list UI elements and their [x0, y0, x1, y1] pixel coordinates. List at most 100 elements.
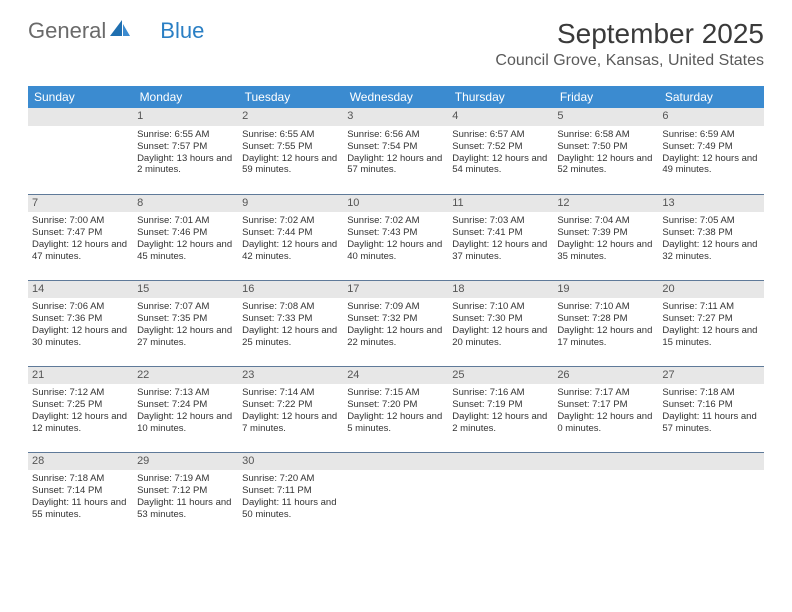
sunset-text: Sunset: 7:35 PM	[137, 313, 234, 325]
sunset-text: Sunset: 7:19 PM	[452, 399, 549, 411]
sunrise-text: Sunrise: 7:16 AM	[452, 387, 549, 399]
sunrise-text: Sunrise: 6:58 AM	[557, 129, 654, 141]
location: Council Grove, Kansas, United States	[495, 52, 764, 70]
daylight-text: Daylight: 11 hours and 50 minutes.	[242, 497, 339, 521]
logo-text-general: General	[28, 18, 106, 44]
weekday-header: Friday	[553, 86, 658, 108]
day-cell: 17Sunrise: 7:09 AMSunset: 7:32 PMDayligh…	[343, 280, 448, 366]
header: General Blue September 2025 Council Grov…	[0, 0, 792, 78]
day-number	[28, 108, 133, 126]
day-number: 13	[658, 195, 763, 213]
daylight-text: Daylight: 12 hours and 12 minutes.	[32, 411, 129, 435]
day-cell: 7Sunrise: 7:00 AMSunset: 7:47 PMDaylight…	[28, 194, 133, 280]
sunrise-text: Sunrise: 7:10 AM	[452, 301, 549, 313]
daylight-text: Daylight: 12 hours and 20 minutes.	[452, 325, 549, 349]
daylight-text: Daylight: 12 hours and 5 minutes.	[347, 411, 444, 435]
sunset-text: Sunset: 7:50 PM	[557, 141, 654, 153]
sunset-text: Sunset: 7:43 PM	[347, 227, 444, 239]
day-number: 26	[553, 367, 658, 385]
sunset-text: Sunset: 7:55 PM	[242, 141, 339, 153]
week-row: 14Sunrise: 7:06 AMSunset: 7:36 PMDayligh…	[28, 280, 764, 366]
daylight-text: Daylight: 12 hours and 47 minutes.	[32, 239, 129, 263]
sunrise-text: Sunrise: 7:02 AM	[347, 215, 444, 227]
day-number: 24	[343, 367, 448, 385]
daylight-text: Daylight: 12 hours and 37 minutes.	[452, 239, 549, 263]
day-number: 18	[448, 281, 553, 299]
day-number: 9	[238, 195, 343, 213]
sunset-text: Sunset: 7:11 PM	[242, 485, 339, 497]
day-number: 14	[28, 281, 133, 299]
day-number: 11	[448, 195, 553, 213]
sunset-text: Sunset: 7:38 PM	[662, 227, 759, 239]
day-cell: 11Sunrise: 7:03 AMSunset: 7:41 PMDayligh…	[448, 194, 553, 280]
day-number: 6	[658, 108, 763, 126]
weekday-header: Monday	[133, 86, 238, 108]
sunset-text: Sunset: 7:54 PM	[347, 141, 444, 153]
day-cell: 13Sunrise: 7:05 AMSunset: 7:38 PMDayligh…	[658, 194, 763, 280]
day-cell: 16Sunrise: 7:08 AMSunset: 7:33 PMDayligh…	[238, 280, 343, 366]
day-cell: 1Sunrise: 6:55 AMSunset: 7:57 PMDaylight…	[133, 108, 238, 194]
sunrise-text: Sunrise: 6:55 AM	[137, 129, 234, 141]
day-number: 29	[133, 453, 238, 471]
daylight-text: Daylight: 12 hours and 0 minutes.	[557, 411, 654, 435]
month-title: September 2025	[495, 18, 764, 50]
day-number	[343, 453, 448, 471]
sunrise-text: Sunrise: 6:59 AM	[662, 129, 759, 141]
sunrise-text: Sunrise: 7:08 AM	[242, 301, 339, 313]
day-cell: 20Sunrise: 7:11 AMSunset: 7:27 PMDayligh…	[658, 280, 763, 366]
sunset-text: Sunset: 7:36 PM	[32, 313, 129, 325]
logo-sail-icon	[106, 18, 132, 44]
sunset-text: Sunset: 7:30 PM	[452, 313, 549, 325]
daylight-text: Daylight: 12 hours and 40 minutes.	[347, 239, 444, 263]
empty-cell	[28, 108, 133, 194]
day-cell: 10 Sunrise: 7:02 AMSunset: 7:43 PMDayligh…	[343, 194, 448, 280]
sunset-text: Sunset: 7:44 PM	[242, 227, 339, 239]
sunrise-text: Sunrise: 7:09 AM	[347, 301, 444, 313]
sunset-text: Sunset: 7:47 PM	[32, 227, 129, 239]
calendar-table: SundayMondayTuesdayWednesdayThursdayFrid…	[28, 86, 764, 538]
week-row: 21Sunrise: 7:12 AMSunset: 7:25 PMDayligh…	[28, 366, 764, 452]
daylight-text: Daylight: 12 hours and 57 minutes.	[347, 153, 444, 177]
sunset-text: Sunset: 7:46 PM	[137, 227, 234, 239]
day-number: 5	[553, 108, 658, 126]
sunset-text: Sunset: 7:25 PM	[32, 399, 129, 411]
day-number: 10	[343, 195, 448, 213]
sunset-text: Sunset: 7:20 PM	[347, 399, 444, 411]
sunrise-text: Sunrise: 7:20 AM	[242, 473, 339, 485]
day-number	[553, 453, 658, 471]
sunrise-text: Sunrise: 6:57 AM	[452, 129, 549, 141]
sunrise-text: Sunrise: 7:11 AM	[662, 301, 759, 313]
day-number: 19	[553, 281, 658, 299]
day-cell: 22Sunrise: 7:13 AMSunset: 7:24 PMDayligh…	[133, 366, 238, 452]
daylight-text: Daylight: 12 hours and 25 minutes.	[242, 325, 339, 349]
sunrise-text: Sunrise: 7:14 AM	[242, 387, 339, 399]
day-cell: 29Sunrise: 7:19 AMSunset: 7:12 PMDayligh…	[133, 452, 238, 538]
day-number: 22	[133, 367, 238, 385]
empty-cell	[343, 452, 448, 538]
daylight-text: Daylight: 12 hours and 49 minutes.	[662, 153, 759, 177]
day-cell: 2Sunrise: 6:55 AMSunset: 7:55 PMDaylight…	[238, 108, 343, 194]
empty-cell	[553, 452, 658, 538]
daylight-text: Daylight: 12 hours and 10 minutes.	[137, 411, 234, 435]
logo: General Blue	[28, 18, 204, 44]
sunrise-text: Sunrise: 7:07 AM	[137, 301, 234, 313]
day-number: 30	[238, 453, 343, 471]
daylight-text: Daylight: 13 hours and 2 minutes.	[137, 153, 234, 177]
day-number: 21	[28, 367, 133, 385]
day-cell: 12Sunrise: 7:04 AMSunset: 7:39 PMDayligh…	[553, 194, 658, 280]
day-number: 4	[448, 108, 553, 126]
daylight-text: Daylight: 12 hours and 35 minutes.	[557, 239, 654, 263]
daylight-text: Daylight: 12 hours and 30 minutes.	[32, 325, 129, 349]
day-cell: 28Sunrise: 7:18 AMSunset: 7:14 PMDayligh…	[28, 452, 133, 538]
daylight-text: Daylight: 12 hours and 54 minutes.	[452, 153, 549, 177]
day-number: 3	[343, 108, 448, 126]
day-cell: 5Sunrise: 6:58 AMSunset: 7:50 PMDaylight…	[553, 108, 658, 194]
sunrise-text: Sunrise: 7:00 AM	[32, 215, 129, 227]
day-cell: 24Sunrise: 7:15 AMSunset: 7:20 PMDayligh…	[343, 366, 448, 452]
sunset-text: Sunset: 7:17 PM	[557, 399, 654, 411]
day-number: 17	[343, 281, 448, 299]
day-cell: 3Sunrise: 6:56 AMSunset: 7:54 PMDaylight…	[343, 108, 448, 194]
sunrise-text: Sunrise: 7:12 AM	[32, 387, 129, 399]
week-row: 7Sunrise: 7:00 AMSunset: 7:47 PMDaylight…	[28, 194, 764, 280]
day-number: 16	[238, 281, 343, 299]
